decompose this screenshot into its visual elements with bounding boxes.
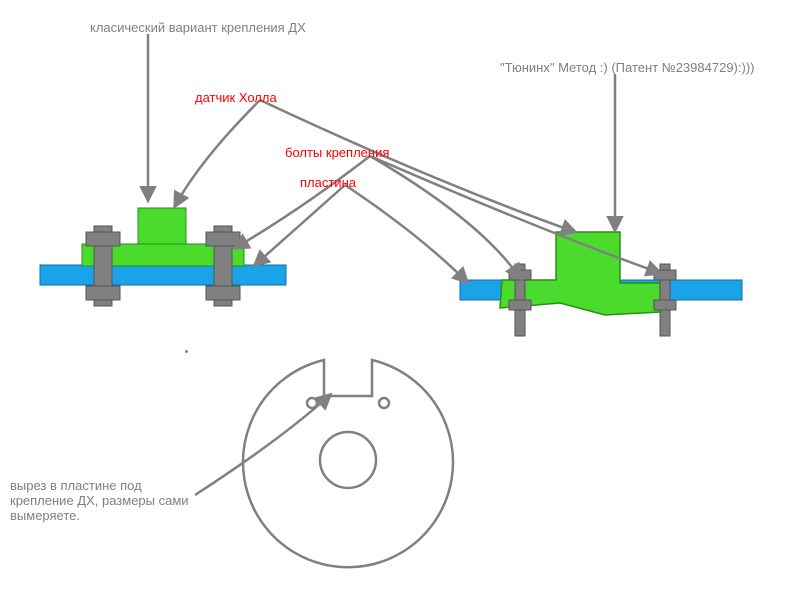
right-assembly — [460, 232, 742, 336]
left-assembly — [40, 208, 286, 306]
label-plate: пластина — [300, 175, 356, 190]
label-cutout-note: вырез в пластине под крепление ДХ, разме… — [10, 478, 189, 523]
label-classic-variant: класический вариант крепления ДХ — [90, 20, 306, 35]
label-hall-sensor: датчик Холла — [195, 90, 277, 105]
disc-plate — [243, 360, 453, 567]
label-tuning-method: "Тюнинх" Метод :) (Патент №23984729):))) — [500, 60, 754, 75]
label-mounting-bolts: болты крепления — [285, 145, 389, 160]
dot-artifact — [185, 350, 188, 353]
